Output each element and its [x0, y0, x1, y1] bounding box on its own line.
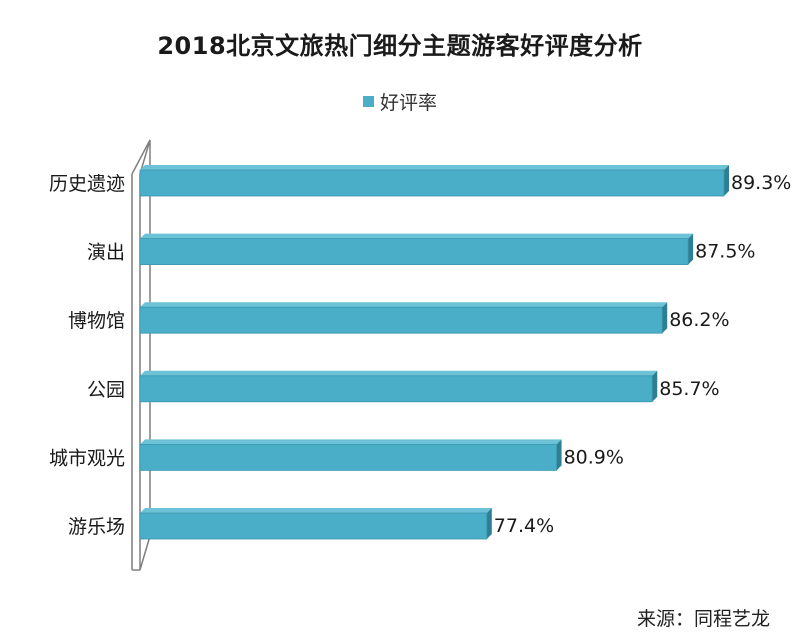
bar-side [652, 370, 658, 402]
bar-side [556, 439, 562, 471]
data-label: 89.3% [731, 172, 791, 194]
source-note: 来源：同程艺龙 [636, 608, 770, 630]
category-label: 演出 [87, 242, 125, 264]
axis-edge [131, 139, 151, 175]
category-label: 城市观光 [49, 447, 125, 469]
data-label: 87.5% [695, 241, 755, 263]
bar-side [688, 233, 694, 265]
bar-top [140, 165, 729, 170]
axis-wall [139, 139, 151, 571]
category-label: 历史遗迹 [49, 173, 125, 195]
bar-top [140, 439, 562, 445]
bar-top [140, 370, 658, 376]
bar-top [140, 233, 694, 239]
bar-side [486, 508, 492, 539]
chart-title: 2018北京文旅热门细分主题游客好评度分析 [157, 32, 643, 60]
data-label: 86.2% [669, 309, 729, 331]
legend-label: 好评率 [379, 92, 437, 114]
bar-side [662, 302, 668, 334]
category-label: 公园 [87, 379, 125, 401]
bar [139, 306, 663, 334]
category-label: 游乐场 [68, 516, 125, 538]
bar [139, 375, 653, 403]
category-label: 博物馆 [68, 310, 125, 332]
bar-top [140, 302, 668, 308]
bar-side [724, 165, 729, 196]
chart-legend: 好评率 [0, 88, 800, 115]
data-label: 85.7% [659, 378, 719, 400]
data-label: 80.9% [564, 446, 624, 468]
bar [139, 512, 488, 540]
bar [139, 238, 689, 266]
legend-swatch [362, 96, 374, 107]
bar [139, 169, 725, 197]
data-label: 77.4% [494, 515, 554, 537]
bar [139, 443, 557, 471]
bar-top [140, 508, 492, 513]
